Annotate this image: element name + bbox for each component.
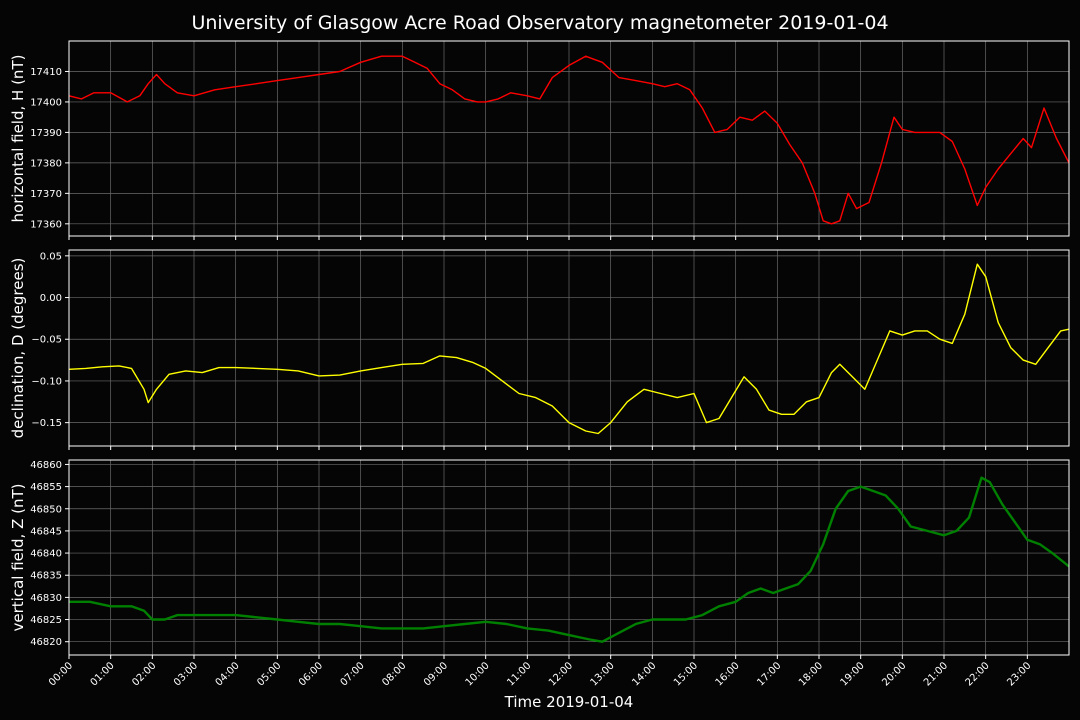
chart-panel-1: 17360 17370 17380 17390 17400 17410horizontal…	[9, 40, 1070, 240]
series-line-1	[68, 263, 1070, 435]
y-tick-label: 0.05	[40, 251, 62, 262]
y-tick-label: 17390	[30, 128, 62, 139]
axes-frame	[68, 459, 1070, 656]
y-tick-label: 46845	[30, 526, 62, 537]
y-tick-label: 17360	[30, 219, 62, 230]
y-axis-label: horizontal field, H (nT)	[9, 55, 27, 223]
chart-panel-2: 0.05 0.00 −0.05 −0.10 −0.15 declination, D (d…	[9, 249, 1070, 450]
y-tick-label: 17370	[30, 189, 62, 200]
y-tick-label: 46825	[30, 615, 62, 626]
figure-title: University of Glasgow Acre Road Observat…	[191, 12, 888, 34]
y-tick-label: 46840	[30, 549, 62, 560]
axes-frame	[68, 40, 1070, 237]
y-tick-label: 17410	[30, 67, 62, 78]
y-tick-label: −0.10	[31, 376, 62, 387]
y-axis-label: vertical field, Z (nT)	[9, 483, 27, 631]
x-axis-label: Time 2019-01-04	[504, 693, 634, 711]
y-tick-label: 17380	[30, 158, 62, 169]
chart-panel-3: 46820 46825 46830 46835 46840 46845 46850 46855…	[9, 459, 1070, 659]
y-tick-label: 46855	[30, 482, 62, 493]
y-tick-label: 46820	[30, 637, 62, 648]
series-line-1	[69, 476, 1070, 643]
axes-frame	[68, 249, 1070, 447]
y-tick-label: 46830	[30, 593, 62, 604]
y-tick-label: 0.00	[40, 293, 62, 304]
y-tick-label: −0.05	[31, 335, 62, 346]
y-tick-label: −0.15	[31, 418, 62, 429]
y-tick-label: 17400	[30, 97, 62, 108]
y-tick-label: 46835	[30, 571, 62, 582]
y-tick-label: 46850	[30, 504, 62, 515]
y-axis-label: declination, D (degrees)	[9, 258, 27, 439]
series-line-1	[68, 55, 1070, 225]
y-tick-label: 46860	[30, 460, 62, 471]
